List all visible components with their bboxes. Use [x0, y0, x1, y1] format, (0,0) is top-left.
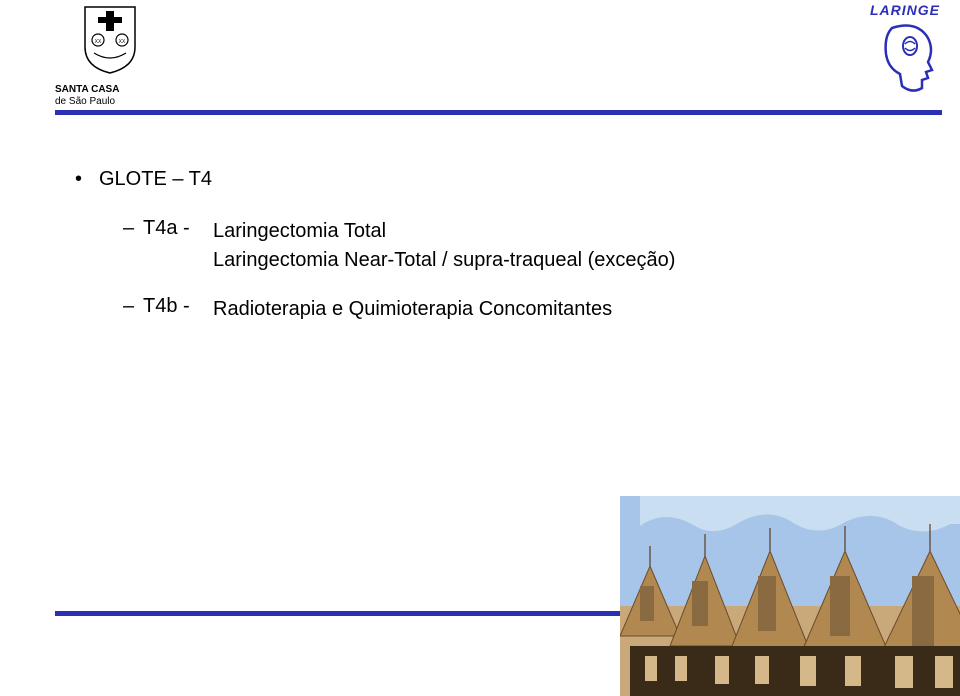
org-line2: de São Paulo	[55, 96, 165, 108]
sub-item-line1: Radioterapia e Quimioterapia Concomitant…	[213, 295, 920, 324]
dash-glyph: –	[123, 295, 143, 318]
institution-logo: XX XX SANTA CASA de São Paulo	[55, 5, 165, 108]
header-rule	[55, 110, 942, 115]
section-label: LARINGE	[870, 2, 940, 18]
sub-list: – T4a - Laringectomia Total Laringectomi…	[123, 217, 920, 324]
bullet-glyph: •	[75, 165, 99, 193]
building-illustration	[620, 496, 960, 696]
svg-text:XX: XX	[119, 39, 126, 45]
org-line1: SANTA CASA	[55, 84, 165, 96]
institution-name: SANTA CASA de São Paulo	[55, 84, 165, 108]
footer-rule	[55, 611, 655, 616]
sub-item: – T4b - Radioterapia e Quimioterapia Con…	[123, 295, 920, 324]
sub-item-line1: Laringectomia Total	[213, 217, 920, 246]
sub-item-text: Laringectomia Total Laringectomia Near-T…	[213, 217, 920, 275]
svg-text:XX: XX	[95, 39, 102, 45]
sub-item-label: T4b -	[143, 295, 213, 318]
main-bullet-row: • GLOTE – T4	[75, 165, 920, 193]
slide-header: XX XX SANTA CASA de São Paulo LARINGE	[0, 0, 960, 130]
head-profile-icon	[872, 20, 942, 100]
crest-icon: XX XX	[80, 5, 140, 75]
sub-item-text: Radioterapia e Quimioterapia Concomitant…	[213, 295, 920, 324]
dash-glyph: –	[123, 217, 143, 240]
main-bullet-text: GLOTE – T4	[99, 165, 212, 193]
sub-item: – T4a - Laringectomia Total Laringectomi…	[123, 217, 920, 275]
sub-item-line2: Laringectomia Near-Total / supra-traquea…	[213, 246, 920, 275]
slide-content: • GLOTE – T4 – T4a - Laringectomia Total…	[75, 165, 920, 344]
sub-item-label: T4a -	[143, 217, 213, 240]
